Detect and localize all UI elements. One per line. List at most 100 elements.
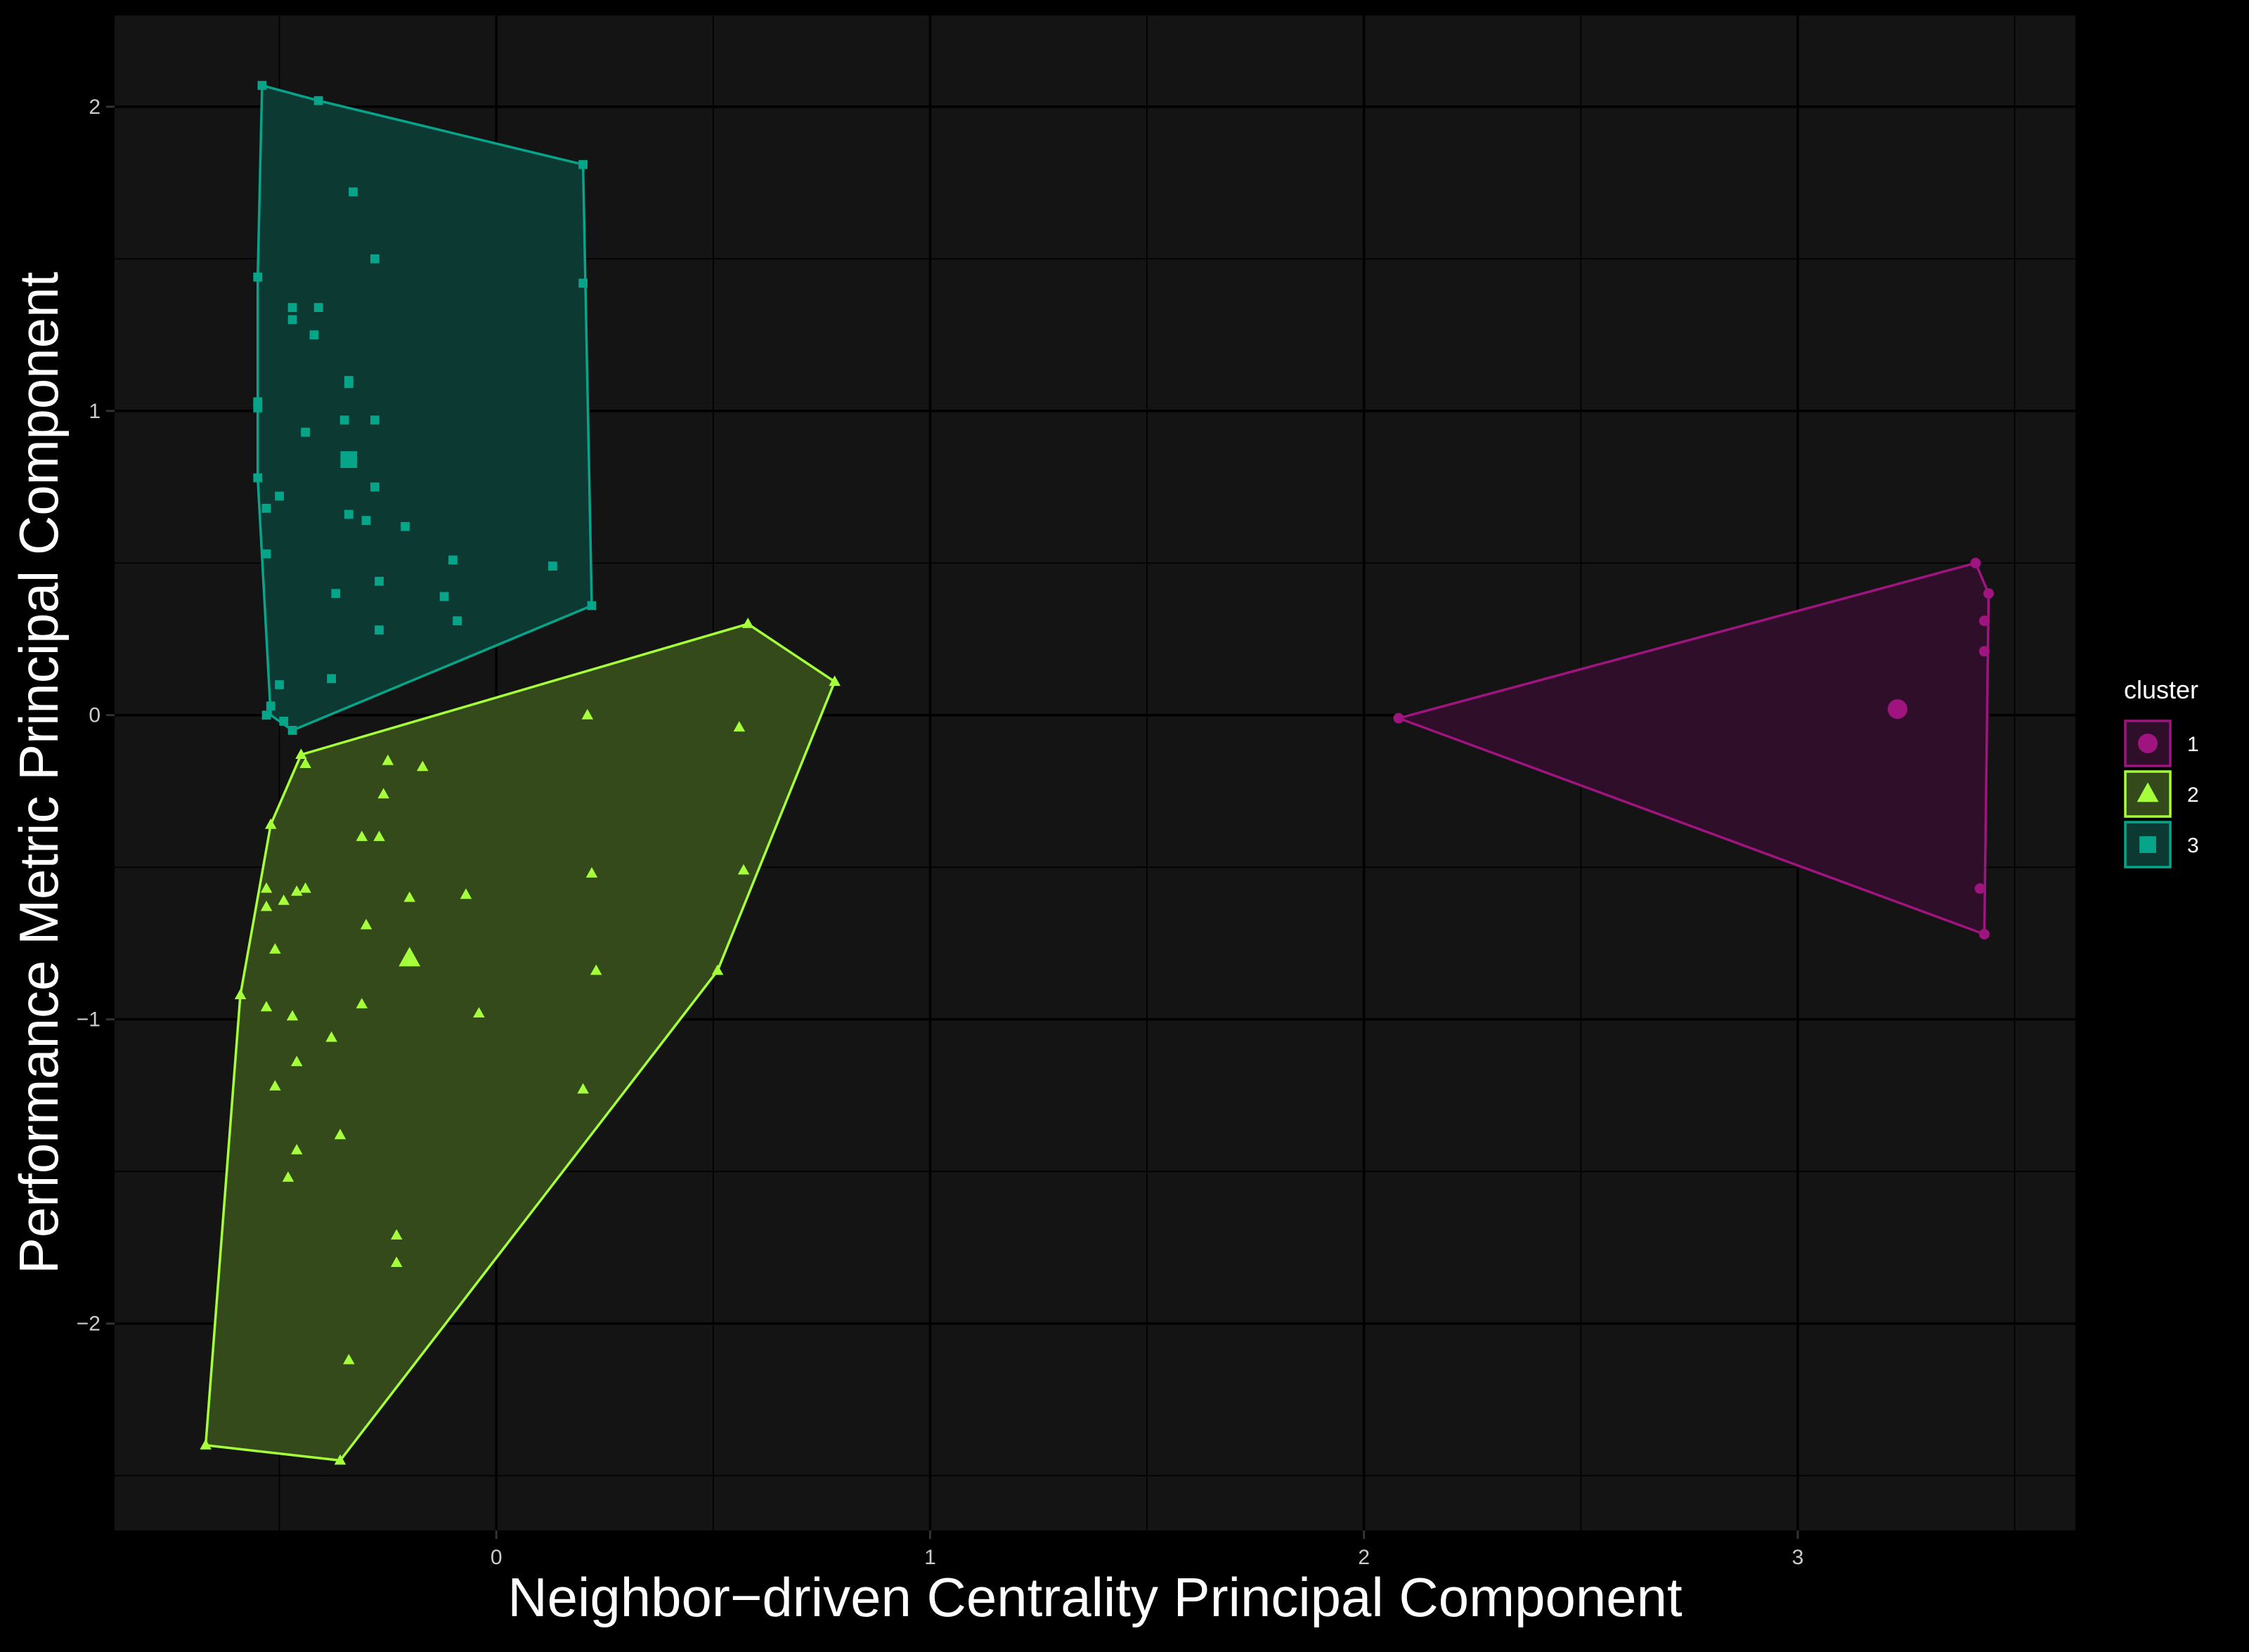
cluster-2-point	[291, 1144, 303, 1155]
cluster-1-point	[1978, 646, 1990, 657]
cluster-3-point	[253, 272, 263, 282]
legend-label-2: 2	[2187, 783, 2199, 807]
cluster-2-point	[403, 891, 415, 902]
cluster-3-point	[261, 503, 271, 513]
cluster-2-point	[265, 818, 277, 829]
cluster-2-point	[373, 831, 385, 841]
cluster-2-point	[282, 1171, 294, 1182]
cluster-3-point	[261, 549, 271, 559]
cluster-2-point	[417, 760, 429, 772]
cluster-2-point	[382, 754, 394, 765]
cluster-1-point	[1978, 928, 1990, 939]
x-axis-title: Neighbor−driven Centrality Principal Com…	[507, 1566, 1683, 1628]
cluster-3-point	[375, 625, 384, 635]
cluster-2-point	[577, 1083, 589, 1094]
cluster-2-point	[260, 882, 273, 893]
cluster-3-point	[279, 717, 289, 726]
x-tick-label: 0	[491, 1546, 503, 1569]
cluster-3-point	[253, 473, 263, 483]
cluster-2-point	[299, 757, 311, 768]
cluster-3-point	[261, 710, 271, 720]
cluster-3-point	[349, 187, 358, 197]
y-tick-label: −1	[77, 1008, 101, 1032]
cluster-3-point	[309, 330, 319, 339]
x-tick-label: 1	[924, 1546, 936, 1569]
legend-key-2-marker	[2137, 782, 2159, 802]
legend-title: cluster	[2124, 675, 2198, 704]
axis-layer: 0 1 2 3 −2 −1 0 1 2	[77, 96, 1804, 1569]
cluster-3-point	[327, 674, 337, 684]
cluster-3-point	[301, 427, 310, 437]
cluster-2-point	[460, 888, 472, 899]
cluster-3-point	[339, 415, 349, 425]
cluster-3-point	[287, 315, 297, 325]
cluster-2-point	[286, 1010, 299, 1021]
cluster-3-point	[313, 96, 323, 105]
cluster-2-point	[334, 1129, 346, 1140]
cluster-2-point	[737, 864, 750, 875]
cluster-1-point	[1393, 713, 1404, 724]
y-tick-label: −2	[77, 1313, 101, 1336]
cluster-2-point	[360, 918, 372, 930]
cluster-2-point	[269, 1080, 281, 1091]
cluster-3-point	[331, 589, 341, 598]
cluster-2-point	[377, 788, 389, 799]
cluster-2-point	[343, 1353, 355, 1365]
cluster-3-point	[578, 278, 588, 288]
cluster-2-point	[234, 989, 247, 999]
x-tick-label: 3	[1792, 1546, 1804, 1569]
cluster-2-point	[334, 1454, 346, 1465]
y-tick-label: 1	[89, 400, 101, 423]
cluster-3-point	[361, 516, 371, 526]
cluster-2-point	[829, 675, 841, 687]
cluster-3-point	[275, 491, 284, 501]
cluster-1-point	[1978, 616, 1990, 627]
cluster-2-point	[585, 867, 598, 878]
cluster-2-point	[356, 998, 368, 1008]
cluster-2-point	[741, 618, 754, 628]
cluster-3-point	[453, 616, 462, 625]
cluster-3-point	[370, 254, 380, 264]
y-axis-title: Performance Metric Principal Component	[8, 272, 70, 1275]
point-layer	[200, 81, 1995, 1465]
legend-keys: 1 2 3	[2124, 720, 2199, 869]
legend-label-3: 3	[2187, 834, 2199, 857]
cluster-3-point	[375, 576, 384, 586]
legend-key-1-marker	[2138, 734, 2158, 753]
cluster-3-point	[313, 303, 323, 312]
cluster-1-centroid	[1887, 699, 1907, 720]
cluster-2-centroid	[398, 947, 421, 967]
cluster-3-centroid	[340, 451, 358, 468]
cluster-3-point	[344, 379, 354, 389]
cluster-2-point	[473, 1007, 485, 1017]
cluster-2-point	[291, 885, 303, 896]
cluster-2-point	[260, 1001, 273, 1012]
cluster-3-point	[578, 160, 588, 169]
y-tick-label: 0	[89, 704, 101, 727]
x-tick-label: 2	[1358, 1546, 1370, 1569]
cluster-2-point	[711, 964, 724, 975]
cluster-2-point	[269, 943, 281, 954]
cluster-2-point	[590, 964, 602, 975]
cluster-3-point	[548, 561, 557, 571]
cluster-3-point	[370, 482, 380, 492]
cluster-3-point	[587, 601, 597, 611]
cluster-1-point	[1983, 588, 1995, 599]
cluster-2-point	[260, 900, 273, 911]
cluster-2-point	[325, 1031, 337, 1042]
legend-label-1: 1	[2187, 733, 2199, 756]
cluster-3-point	[287, 726, 297, 735]
cluster-2-point	[391, 1256, 403, 1267]
cluster-3-point	[439, 592, 449, 601]
cluster-3-point	[266, 701, 276, 711]
cluster-3-point	[370, 415, 380, 425]
cluster-2-point	[733, 721, 746, 731]
cluster-3-point	[344, 509, 354, 519]
cluster-2-point	[291, 1055, 303, 1067]
y-tick-label: 2	[89, 96, 101, 119]
cluster-2-point	[391, 1229, 403, 1240]
cluster-1-point	[1970, 557, 1981, 568]
cluster-3-point	[401, 521, 410, 531]
